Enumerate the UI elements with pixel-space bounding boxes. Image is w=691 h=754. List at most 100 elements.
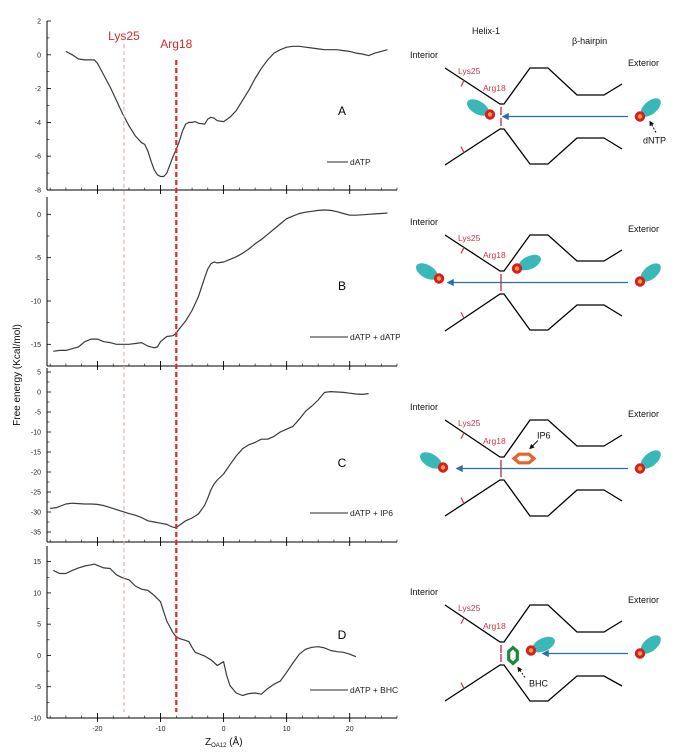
dntp-incoming-icon <box>634 263 661 287</box>
exterior-label: Exterior <box>628 595 659 605</box>
bhc-label: BHC <box>529 679 549 689</box>
marker-label-lys25: Lys25 <box>108 29 140 43</box>
lys25-label: Lys25 <box>458 233 481 243</box>
dntp-bound-icon <box>466 99 496 120</box>
x-axis-title-unit: (Å) <box>226 735 242 748</box>
free-energy-curve-D <box>53 563 357 697</box>
base-ellipse-icon <box>415 263 438 280</box>
y-tick-label: -15 <box>31 450 41 457</box>
pointer-arrow <box>529 440 539 450</box>
x-tick-label: -10 <box>155 726 165 733</box>
base-ellipse-icon <box>518 254 541 271</box>
channel-wall-bottom <box>444 128 623 166</box>
lys25-label: Lys25 <box>458 418 481 428</box>
exterior-label: Exterior <box>628 409 659 419</box>
y-tick-label: -10 <box>31 299 41 306</box>
dntp-incoming-icon <box>634 635 661 659</box>
marker-label-arg18: Arg18 <box>160 37 192 51</box>
base-ellipse-icon <box>640 263 661 282</box>
pointer-arrow <box>649 120 657 133</box>
dntp-incoming-icon <box>634 450 661 474</box>
y-axis-title: Free energy (Kcal/mol) <box>12 324 23 426</box>
phosphate-core-icon <box>514 266 520 271</box>
channel-wall-bottom <box>444 664 623 702</box>
lys25-residue-mark <box>460 682 465 689</box>
arg18-label: Arg18 <box>483 83 506 93</box>
y-tick-label: -20 <box>31 470 41 477</box>
panel-letter: A <box>338 104 346 118</box>
channel-wall-bottom <box>444 479 623 517</box>
exterior-label: Exterior <box>628 224 659 234</box>
y-tick-label: -10 <box>31 716 41 723</box>
free-energy-curve-A <box>65 45 388 178</box>
lys25-label: Lys25 <box>458 603 481 613</box>
exterior-label: Exterior <box>628 58 659 68</box>
lys25-residue-mark <box>460 80 465 87</box>
pointer-arrow <box>517 666 526 678</box>
bhc-molecule-icon <box>507 645 519 666</box>
x-tick-label: 20 <box>346 726 354 733</box>
arg18-label: Arg18 <box>483 250 506 260</box>
lys25-label: Lys25 <box>458 66 481 76</box>
arg18-label: Arg18 <box>483 621 506 631</box>
y-tick-label: -5 <box>35 684 41 691</box>
y-tick-label: 10 <box>33 590 41 597</box>
phosphate-core-icon <box>440 465 446 470</box>
interior-label: Interior <box>410 217 438 227</box>
x-axis-title-main: Z <box>205 737 211 748</box>
free-energy-curve-C <box>50 391 369 529</box>
arg18-label: Arg18 <box>483 436 506 446</box>
lys25-residue-mark <box>460 247 465 254</box>
channel-wall-top <box>444 67 623 105</box>
base-ellipse-icon <box>532 636 555 653</box>
helix-1-label: Helix-1 <box>472 26 500 36</box>
base-ellipse-icon <box>466 99 489 116</box>
x-tick-label: -20 <box>92 726 102 733</box>
y-tick-label: -5 <box>35 255 41 262</box>
base-ellipse-icon <box>640 450 661 469</box>
x-axis-title-sub: OA12 <box>211 743 227 749</box>
free-energy-curve-B <box>53 209 388 352</box>
ip6-molecule-icon <box>511 452 537 465</box>
legend-label: dATP <box>350 157 371 167</box>
phosphate-core-icon <box>487 112 493 117</box>
y-tick-label: 0 <box>37 390 41 397</box>
legend-label: dATP + BHC <box>350 685 398 695</box>
phosphate-core-icon <box>637 651 643 656</box>
y-tick-label: -30 <box>31 510 41 517</box>
base-ellipse-icon <box>419 452 442 469</box>
lys25-residue-mark <box>460 617 465 625</box>
interior-label: Interior <box>410 50 438 60</box>
lys25-residue-mark <box>460 311 465 319</box>
y-tick-label: -35 <box>31 530 41 537</box>
channel-wall-top <box>444 604 623 643</box>
legend: dATP + BHC <box>310 685 398 695</box>
y-tick-label: 15 <box>33 559 41 566</box>
y-tick-label: -2 <box>35 86 41 93</box>
channel-diagrams: InteriorExteriorLys25Arg18Helix-1β-hairp… <box>410 26 666 702</box>
legend-label: dATP + IP6 <box>350 508 393 518</box>
dntp-label: dNTP <box>643 136 666 146</box>
legend: dATP + dATP <box>310 332 400 342</box>
y-tick-label: -25 <box>31 490 41 497</box>
panel-letter: B <box>338 279 346 293</box>
phosphate-core-icon <box>637 466 643 471</box>
lys25-residue-mark <box>460 497 465 504</box>
lys25-residue-mark <box>460 146 465 153</box>
y-tick-label: -8 <box>35 188 41 195</box>
interior-label: Interior <box>410 402 438 412</box>
dntp-interior-icon <box>419 452 449 473</box>
y-tick-label: 0 <box>37 653 41 660</box>
y-tick-label: 0 <box>37 212 41 219</box>
beta-hairpin-label: β-hairpin <box>572 36 607 46</box>
y-tick-label: 5 <box>37 622 41 629</box>
channel-wall-top <box>444 234 623 272</box>
